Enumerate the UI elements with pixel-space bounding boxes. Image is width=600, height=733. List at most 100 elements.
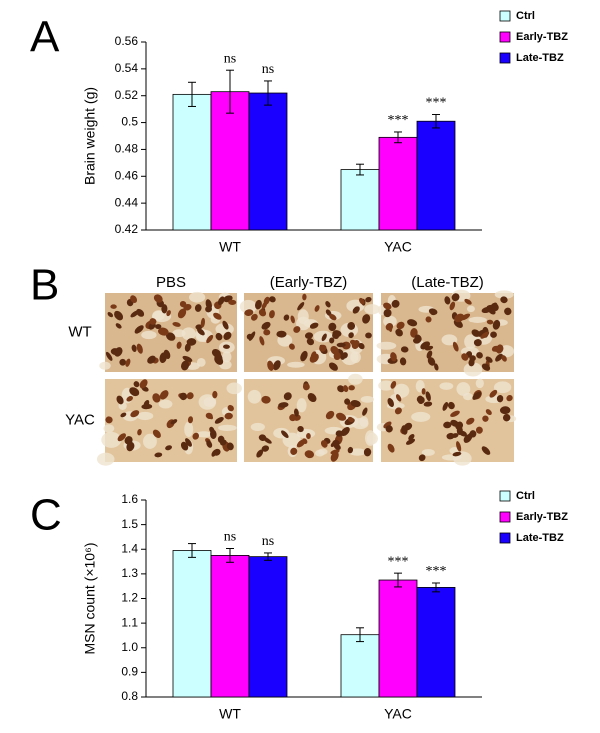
nucleus [466,417,475,425]
nucleus [131,344,137,353]
nucleus [309,353,319,363]
nucleus [256,449,264,458]
bar [416,120,456,231]
legend-label: Late-TBZ [516,532,564,544]
nucleus [321,333,327,342]
legend-swatch [499,52,511,64]
nucleus [149,318,157,325]
nucleus [395,394,402,402]
vessel [364,304,380,315]
nucleus [468,358,475,367]
nucleus [273,360,281,371]
nucleus [152,429,161,439]
nucleus [223,331,232,340]
nucleus [403,422,413,431]
nucleus [394,407,402,415]
nucleus [217,296,225,306]
nucleus [136,308,145,317]
micrograph [244,373,378,462]
nucleus [215,332,223,341]
nucleus [434,363,439,371]
nucleus [300,350,308,362]
nucleus [306,433,311,440]
error-bar [264,552,272,561]
nucleus [228,299,237,305]
vessel [103,424,115,433]
nucleus [461,353,469,361]
nucleus [405,438,416,445]
vessel [493,381,512,394]
significance-label: *** [426,96,447,111]
bar [210,555,250,698]
nucleus [390,352,397,362]
legend-label: Late-TBZ [516,52,564,64]
nucleus [337,385,345,393]
nucleus [447,401,455,410]
y-tick-label: 1.1 [121,615,138,629]
nucleus [443,421,452,429]
nucleus [489,389,498,398]
nucleus [281,430,289,438]
nucleus [463,434,472,443]
nucleus [456,441,462,452]
nucleus [283,314,290,321]
nucleus [320,440,328,448]
nucleus [269,296,276,303]
nucleus [387,398,395,407]
nucleus [365,332,372,339]
nucleus [449,301,456,311]
nucleus [428,308,438,315]
nucleus [200,317,206,328]
nucleus [179,392,188,401]
y-tick-label: 0.9 [121,665,138,679]
nucleus [490,331,497,338]
legend-label: Early-TBZ [516,31,568,43]
nucleus [493,345,500,352]
nucleus [332,330,342,337]
vessel [136,411,154,421]
nucleus [452,451,462,457]
nucleus [325,301,331,308]
nucleus [340,427,350,437]
y-tick-label: 1.6 [121,492,138,506]
nucleus [347,322,356,330]
vessel [158,399,173,409]
error-bar [394,131,402,144]
error-bar [226,69,234,114]
nucleus [444,296,451,305]
y-tick-label: 1.2 [121,591,138,605]
nucleus [482,415,489,422]
significance-label: *** [426,564,447,579]
nucleus [481,363,491,371]
nucleus [325,410,335,420]
y-tick-label: 0.5 [121,115,138,129]
nucleus [114,310,124,321]
significance-label: ns [262,62,274,77]
vessel [456,382,471,396]
vessel [101,431,122,448]
vessel [464,334,478,349]
nucleus [297,425,304,433]
nucleus [351,340,360,349]
nucleus [159,390,169,400]
nucleus [289,414,297,422]
vessel [181,327,196,341]
nucleus [197,328,205,336]
y-axis-label: MSN count (×10⁶) [82,543,98,655]
column-label: (Late-TBZ) [411,274,484,291]
nucleus [348,332,354,339]
nucleus [166,310,171,317]
nucleus [499,406,511,415]
nucleus [246,333,253,340]
nucleus [359,297,365,305]
vessel [346,299,365,313]
nucleus [105,416,113,424]
nucleus [170,419,178,425]
nucleus [495,353,503,362]
nucleus [464,298,472,305]
vessel [468,316,487,323]
nucleus [423,401,433,407]
nucleus [347,416,354,423]
error-bar [188,543,196,558]
nucleus [177,308,187,319]
